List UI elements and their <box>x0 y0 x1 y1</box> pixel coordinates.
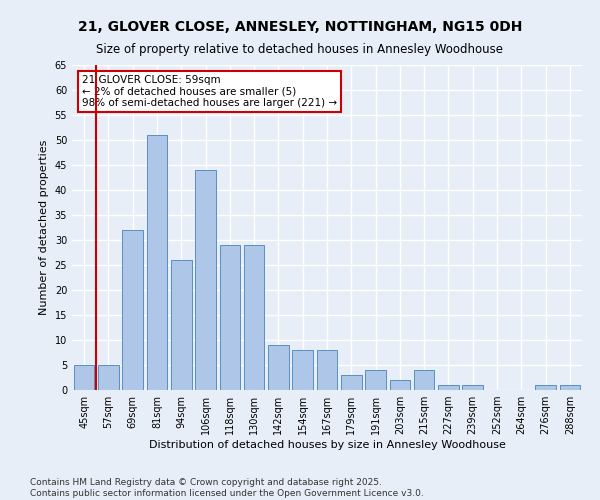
Bar <box>146 135 167 390</box>
Bar <box>220 245 240 390</box>
Bar <box>438 385 459 390</box>
Bar <box>98 365 119 390</box>
Bar <box>171 260 191 390</box>
Bar <box>365 370 386 390</box>
Text: Contains HM Land Registry data © Crown copyright and database right 2025.
Contai: Contains HM Land Registry data © Crown c… <box>30 478 424 498</box>
Text: Size of property relative to detached houses in Annesley Woodhouse: Size of property relative to detached ho… <box>97 42 503 56</box>
X-axis label: Distribution of detached houses by size in Annesley Woodhouse: Distribution of detached houses by size … <box>149 440 505 450</box>
Bar <box>560 385 580 390</box>
Bar <box>317 350 337 390</box>
Bar <box>414 370 434 390</box>
Y-axis label: Number of detached properties: Number of detached properties <box>39 140 49 315</box>
Bar <box>268 345 289 390</box>
Bar <box>244 245 265 390</box>
Bar <box>389 380 410 390</box>
Bar <box>195 170 216 390</box>
Text: 21 GLOVER CLOSE: 59sqm
← 2% of detached houses are smaller (5)
98% of semi-detac: 21 GLOVER CLOSE: 59sqm ← 2% of detached … <box>82 74 337 108</box>
Text: 21, GLOVER CLOSE, ANNESLEY, NOTTINGHAM, NG15 0DH: 21, GLOVER CLOSE, ANNESLEY, NOTTINGHAM, … <box>78 20 522 34</box>
Bar <box>341 375 362 390</box>
Bar <box>535 385 556 390</box>
Bar <box>463 385 483 390</box>
Bar <box>292 350 313 390</box>
Bar <box>122 230 143 390</box>
Bar <box>74 365 94 390</box>
